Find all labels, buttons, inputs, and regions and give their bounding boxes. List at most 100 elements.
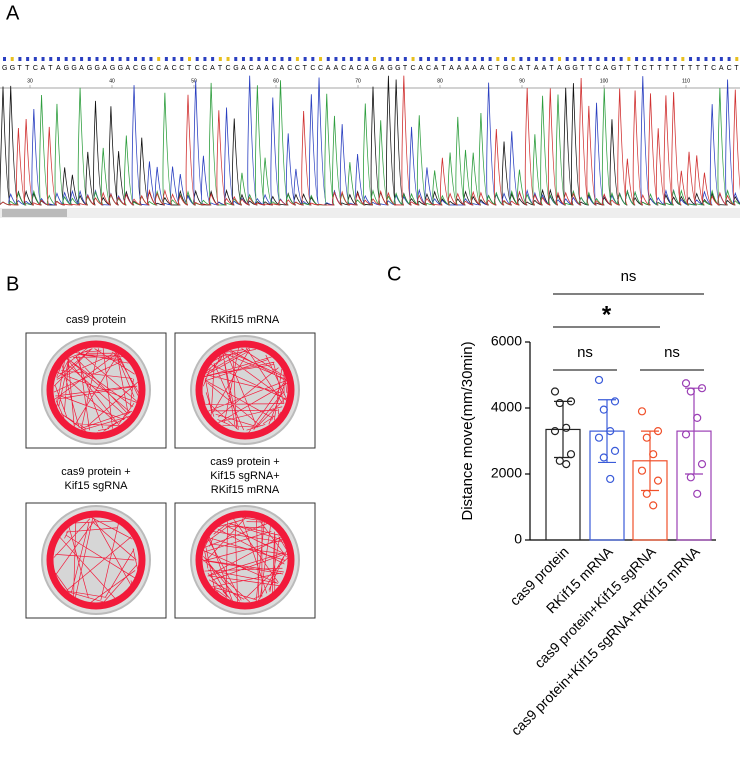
quality-bar xyxy=(326,57,330,61)
position-label: 100 xyxy=(600,78,609,84)
base-call: A xyxy=(333,65,338,72)
position-label: 110 xyxy=(682,78,690,84)
quality-bar xyxy=(357,57,361,61)
plate-inner xyxy=(195,340,295,440)
base-call: G xyxy=(572,65,577,72)
quality-bar xyxy=(627,57,631,61)
quality-bar xyxy=(56,57,60,61)
plate-label: cas9 protein + xyxy=(61,466,130,478)
quality-bar xyxy=(457,57,461,61)
quality-bar xyxy=(558,57,561,61)
quality-bar xyxy=(388,57,392,61)
quality-bar xyxy=(588,57,592,61)
panel-label: A xyxy=(6,2,20,24)
data-point xyxy=(599,405,608,414)
data-point xyxy=(686,387,695,396)
base-call: C xyxy=(341,65,346,72)
base-call: T xyxy=(25,65,30,72)
track-path xyxy=(202,347,289,434)
data-point xyxy=(555,456,564,465)
base-call: G xyxy=(387,65,392,72)
quality-bar xyxy=(719,57,723,61)
base-call: T xyxy=(48,65,53,72)
base-call: G xyxy=(71,65,76,72)
quality-bar xyxy=(226,57,230,61)
quality-bar xyxy=(735,57,739,61)
y-tick-label: 4000 xyxy=(491,399,522,415)
base-call: T xyxy=(403,65,408,72)
data-point xyxy=(686,473,695,482)
base-call: A xyxy=(418,65,423,72)
trace xyxy=(0,75,740,206)
base-call: A xyxy=(41,65,46,72)
quality-bar xyxy=(211,57,215,61)
base-call: G xyxy=(10,65,15,72)
quality-bar xyxy=(319,57,323,61)
base-call: T xyxy=(588,65,593,72)
data-point xyxy=(642,489,651,498)
quality-bar xyxy=(87,57,91,61)
base-call: A xyxy=(102,65,107,72)
y-axis-label: Distance move(mm/30min) xyxy=(459,341,476,520)
data-point xyxy=(594,433,604,442)
significance-label: ns xyxy=(621,268,637,285)
base-call: C xyxy=(272,65,277,72)
position-label: 60 xyxy=(273,78,279,84)
base-call: T xyxy=(187,65,192,72)
quality-bar xyxy=(442,57,446,61)
base-call: G xyxy=(372,65,377,72)
base-call: C xyxy=(727,65,732,72)
quality-bar xyxy=(249,57,253,61)
quality-bar xyxy=(681,57,685,61)
quality-bar xyxy=(349,57,353,61)
data-point xyxy=(606,427,615,436)
base-call: A xyxy=(326,65,331,72)
quality-bar xyxy=(365,57,369,61)
quality-bar xyxy=(64,57,68,61)
base-call: A xyxy=(472,65,477,72)
base-call: G xyxy=(95,65,100,72)
data-point xyxy=(697,384,707,393)
base-call: T xyxy=(665,65,670,72)
data-point xyxy=(550,427,560,436)
quality-bar xyxy=(519,57,523,61)
quality-bar xyxy=(3,57,6,61)
quality-bar xyxy=(619,57,623,61)
data-point xyxy=(642,433,651,442)
base-call: C xyxy=(310,65,315,72)
quality-bar xyxy=(26,57,30,61)
quality-bar xyxy=(434,57,438,61)
base-call: T xyxy=(634,65,639,72)
quality-bar xyxy=(95,57,99,61)
base-call: C xyxy=(488,65,493,72)
base-call: T xyxy=(580,65,585,72)
quality-bar xyxy=(218,57,222,61)
base-call: G xyxy=(118,65,123,72)
quality-bar xyxy=(118,57,122,61)
base-call: G xyxy=(565,65,570,72)
quality-bar xyxy=(241,57,245,61)
panel-label: B xyxy=(6,273,19,295)
base-call: T xyxy=(17,65,22,72)
base-call: A xyxy=(210,65,215,72)
base-call: A xyxy=(518,65,523,72)
base-call: T xyxy=(218,65,223,72)
quality-bar xyxy=(673,57,677,61)
data-point xyxy=(610,397,620,406)
base-call: A xyxy=(364,65,369,72)
data-point xyxy=(610,446,620,455)
data-point xyxy=(649,450,658,459)
base-call: C xyxy=(511,65,516,72)
quality-bar xyxy=(203,57,207,61)
plate-label: Kif15 sgRNA xyxy=(65,480,129,492)
y-tick-label: 6000 xyxy=(491,333,522,349)
quality-bar xyxy=(41,57,45,61)
base-call: C xyxy=(148,65,153,72)
base-call: C xyxy=(357,65,362,72)
base-call: T xyxy=(626,65,631,72)
trace xyxy=(0,75,740,206)
data-point xyxy=(653,476,663,485)
quality-bar xyxy=(334,57,338,61)
base-call: A xyxy=(380,65,385,72)
data-point xyxy=(653,427,663,436)
